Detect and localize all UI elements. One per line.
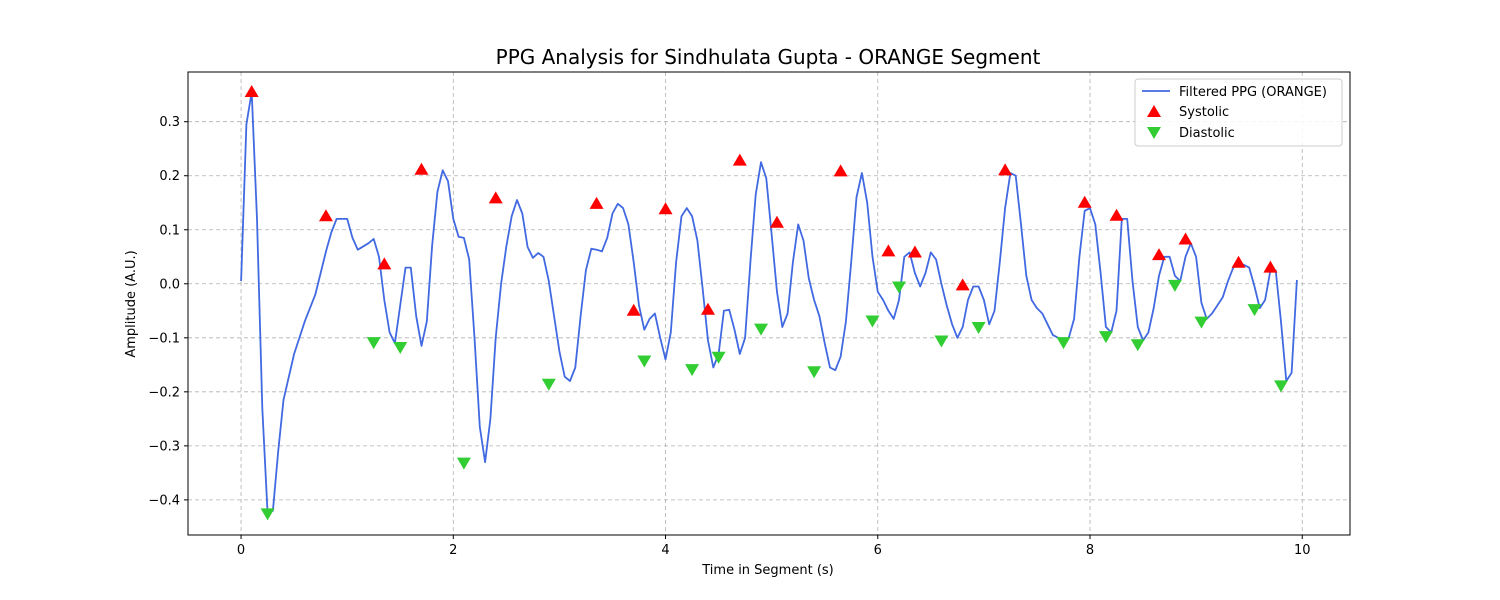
legend-swatch-diastolic xyxy=(1147,127,1161,139)
x-tick-label: 2 xyxy=(449,543,457,558)
systolic-marker xyxy=(1263,260,1278,273)
systolic-marker xyxy=(318,209,333,222)
y-axis-label: Amplitude (A.U.) xyxy=(124,250,139,357)
y-tick-label: 0.3 xyxy=(159,115,180,130)
systolic-marker xyxy=(1109,208,1124,221)
diastolic-marker xyxy=(1167,279,1182,292)
systolic-marker xyxy=(377,257,392,270)
systolic-marker xyxy=(769,215,784,228)
x-tick-label: 6 xyxy=(874,543,882,558)
plot-area-frame xyxy=(187,71,1351,536)
legend-label-systolic: Systolic xyxy=(1179,105,1229,120)
systolic-marker xyxy=(488,191,503,204)
diastolic-marker xyxy=(1130,339,1145,352)
diastolic-marker xyxy=(393,341,408,354)
legend-box xyxy=(1134,78,1343,147)
y-axis-ticks: −0.4 −0.3 −0.2 −0.1 0.0 0.1 0.2 0.3 xyxy=(148,115,188,508)
systolic-marker xyxy=(1077,195,1092,208)
systolic-marker xyxy=(833,164,848,177)
x-tick-label: 4 xyxy=(661,543,669,558)
diastolic-marker xyxy=(934,335,949,348)
diastolic-marker xyxy=(260,508,275,521)
systolic-marker xyxy=(244,84,259,97)
y-tick-label: −0.1 xyxy=(148,331,180,346)
diastolic-marker xyxy=(807,366,822,379)
diastolic-marker xyxy=(1247,304,1262,317)
diastolic-marker xyxy=(637,355,652,368)
series-line-filtered-ppg xyxy=(240,91,1298,515)
y-tick-label: −0.2 xyxy=(148,385,180,400)
systolic-marker xyxy=(626,303,641,316)
diastolic-marker xyxy=(865,315,880,328)
diastolic-marker xyxy=(541,378,556,391)
y-tick-label: 0.1 xyxy=(159,223,180,238)
systolic-marker xyxy=(732,153,747,166)
diastolic-marker xyxy=(685,364,700,377)
legend-swatch-systolic xyxy=(1147,105,1161,117)
systolic-marker xyxy=(955,278,970,291)
legend-label-filtered-ppg: Filtered PPG (ORANGE) xyxy=(1179,85,1327,100)
diastolic-marker xyxy=(754,323,769,336)
diastolic-marker xyxy=(711,351,726,364)
diastolic-marker xyxy=(456,457,471,470)
x-tick-label: 10 xyxy=(1294,543,1311,558)
x-axis-label: Time in Segment (s) xyxy=(701,563,833,578)
legend: Filtered PPG (ORANGE) Systolic Diastolic xyxy=(1134,78,1343,147)
y-tick-label: −0.4 xyxy=(148,493,180,508)
y-tick-label: 0.0 xyxy=(159,277,180,292)
x-tick-label: 8 xyxy=(1086,543,1094,558)
legend-label-diastolic: Diastolic xyxy=(1179,126,1235,141)
diastolic-markers xyxy=(260,279,1289,521)
diastolic-marker xyxy=(971,322,986,335)
diastolic-marker xyxy=(891,281,906,294)
diastolic-marker xyxy=(1056,337,1071,350)
y-tick-label: 0.2 xyxy=(159,169,180,184)
systolic-markers xyxy=(244,84,1278,316)
diastolic-marker xyxy=(366,337,381,350)
diastolic-marker xyxy=(1274,380,1289,393)
diastolic-marker xyxy=(1194,316,1209,329)
systolic-marker xyxy=(700,302,715,315)
systolic-marker xyxy=(881,244,896,257)
systolic-marker xyxy=(1178,232,1193,245)
systolic-marker xyxy=(907,245,922,258)
y-tick-label: −0.3 xyxy=(148,439,180,454)
systolic-marker xyxy=(1151,248,1166,261)
systolic-marker xyxy=(589,196,604,209)
systolic-marker xyxy=(998,163,1013,176)
systolic-marker xyxy=(414,162,429,175)
x-axis-ticks: 0 2 4 6 8 10 xyxy=(237,535,1311,558)
x-tick-label: 0 xyxy=(237,543,245,558)
systolic-marker xyxy=(658,202,673,215)
systolic-marker xyxy=(1231,255,1246,268)
diastolic-marker xyxy=(1098,331,1113,344)
chart-title: PPG Analysis for Sindhulata Gupta - ORAN… xyxy=(496,45,1041,69)
